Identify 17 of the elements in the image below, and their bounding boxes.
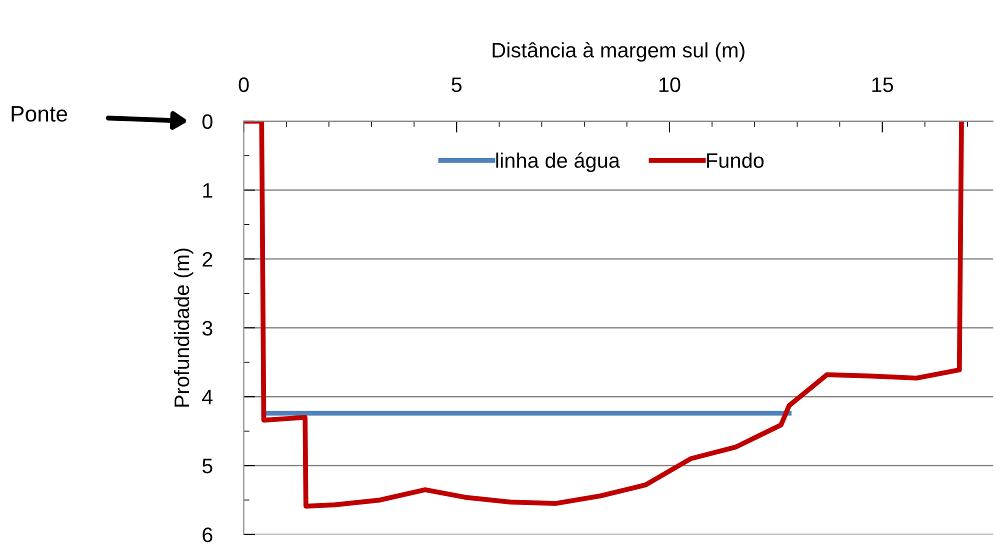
y-tick-label: 3 bbox=[202, 320, 212, 336]
x-tick-label: 5 bbox=[452, 78, 462, 92]
y-tick-label: 2 bbox=[202, 252, 212, 267]
legend-label: Fundo bbox=[707, 152, 764, 168]
y-tick-label: 0 bbox=[202, 114, 212, 129]
y-tick-label: 4 bbox=[202, 390, 213, 404]
x-tick-label: 10 bbox=[659, 77, 680, 92]
y-axis-title: Profundidade (m) bbox=[174, 248, 194, 407]
y-tick-label: 1 bbox=[203, 183, 212, 198]
line-series bbox=[244, 121, 964, 509]
text: Ponte bbox=[12, 106, 68, 122]
y-tick-label: 6 bbox=[202, 527, 212, 542]
y-tick-label: 5 bbox=[202, 458, 212, 474]
x-axis-title: Distância à margem sul (m) bbox=[492, 42, 744, 62]
legend-label: linha de água bbox=[496, 152, 620, 172]
x-tick-label: 0 bbox=[238, 77, 249, 92]
x-tick-label: 15 bbox=[872, 78, 894, 92]
